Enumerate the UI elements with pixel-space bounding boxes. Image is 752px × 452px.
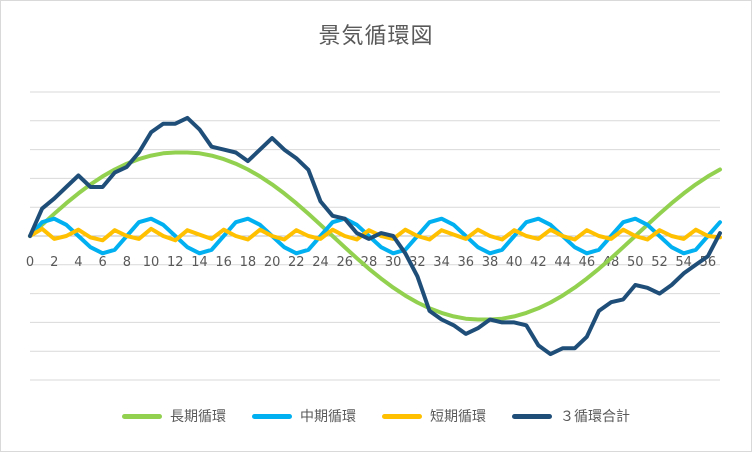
x-tick-label: 54	[675, 255, 692, 270]
x-tick-label: 44	[554, 255, 571, 270]
x-tick-label: 6	[98, 255, 106, 270]
x-tick-label: 24	[312, 255, 329, 270]
x-tick-label: 50	[627, 255, 644, 270]
x-tick-label: 2	[50, 255, 58, 270]
series-line-3	[28, 226, 722, 243]
x-tick-label: 16	[215, 255, 232, 270]
x-tick-label: 4	[74, 255, 82, 270]
legend-label: 短期循環	[430, 409, 486, 425]
x-tick-label: 30	[385, 255, 402, 270]
legend-swatch	[122, 413, 162, 419]
legend-item-3: 短期循環	[382, 406, 486, 426]
chart-title: 景気循環図	[318, 24, 434, 49]
legend-swatch	[512, 413, 552, 419]
x-tick-label: 18	[240, 255, 257, 270]
series-line-2	[28, 216, 722, 256]
x-tick-label: 26	[336, 255, 353, 270]
x-tick-label: 0	[26, 255, 34, 270]
x-tick-labels: 0 2 4 6 8 10 12 14 16 18 20 22 24 26 28 30 32 34 36 38 40 42 4…	[26, 255, 716, 270]
x-tick-label: 8	[123, 255, 131, 270]
x-tick-label: 36	[458, 255, 475, 270]
x-tick-label: 46	[579, 255, 596, 270]
legend-label: ３循環合計	[560, 409, 630, 425]
x-tick-label: 10	[143, 255, 160, 270]
series-line-1	[28, 150, 722, 322]
x-tick-label: 14	[191, 255, 208, 270]
legend-label: 中期循環	[300, 409, 356, 425]
x-tick-label: 40	[506, 255, 523, 270]
x-tick-label: 12	[167, 255, 184, 270]
x-tick-label: 34	[433, 255, 450, 270]
x-tick-label: 38	[482, 255, 499, 270]
x-tick-label: 42	[530, 255, 547, 270]
legend-swatch	[382, 413, 422, 419]
legend-swatch	[252, 413, 292, 419]
series-line-4	[28, 115, 722, 357]
legend-item-4: ３循環合計	[512, 406, 630, 426]
legend-label: 長期循環	[170, 409, 226, 425]
legend-item-2: 中期循環	[252, 406, 356, 426]
legend: 長期循環 中期循環 短期循環 ３循環合計	[0, 406, 752, 426]
x-tick-label: 20	[264, 255, 281, 270]
x-tick-label: 48	[603, 255, 620, 270]
x-tick-label: 22	[288, 255, 305, 270]
series-lines	[28, 115, 722, 357]
legend-item-1: 長期循環	[122, 406, 226, 426]
x-tick-label: 52	[651, 255, 668, 270]
